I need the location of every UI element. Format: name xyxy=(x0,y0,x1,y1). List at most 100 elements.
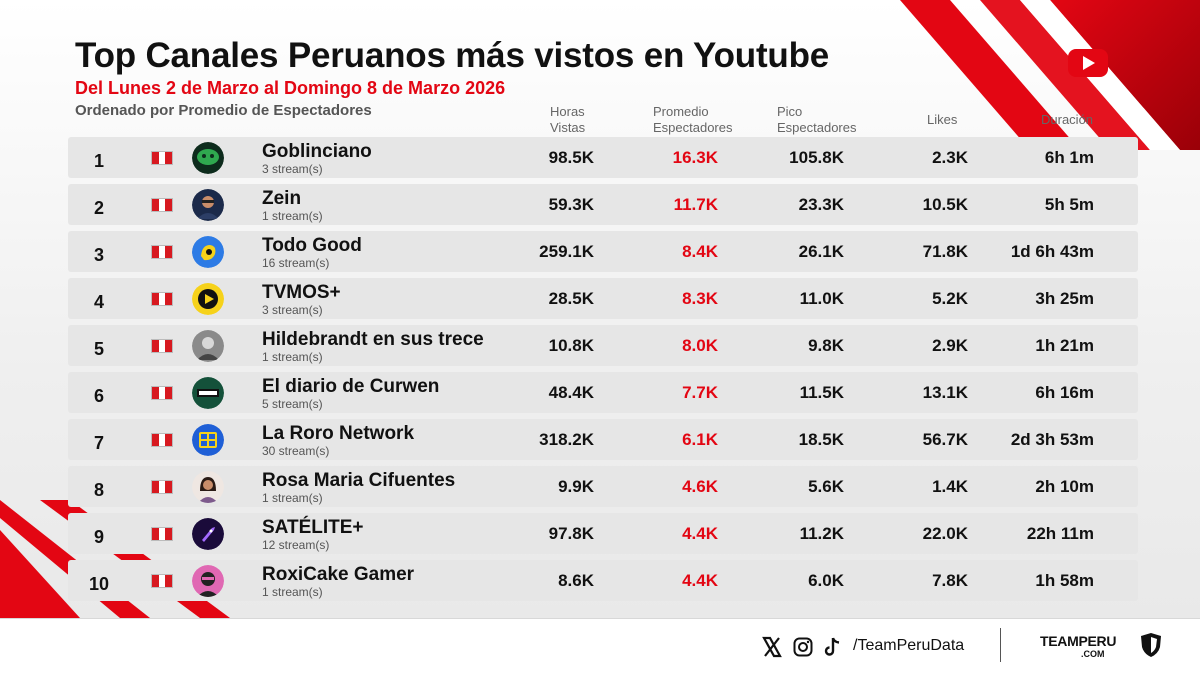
x-icon[interactable] xyxy=(762,636,782,658)
duracion-value: 2d 3h 53m xyxy=(1010,429,1094,449)
pico-value: 6.0K xyxy=(808,570,844,590)
stream-count: 1 stream(s) xyxy=(262,585,323,599)
duracion-value: 22h 11m xyxy=(1026,523,1094,543)
channel-name: Todo Good xyxy=(262,235,362,256)
youtube-icon xyxy=(1068,49,1108,77)
duracion-value: 3h 25m xyxy=(1035,288,1094,308)
table-row: 6 El diario de Curwen 5 stream(s) 48.4K 7.7K… xyxy=(68,372,1138,413)
stream-count: 1 stream(s) xyxy=(262,350,323,364)
pico-value: 5.6K xyxy=(808,476,844,496)
duracion-value: 2h 10m xyxy=(1035,476,1094,496)
channel-name: Hildebrandt en sus trece xyxy=(262,329,484,350)
promedio-value: 8.4K xyxy=(682,241,718,261)
sort-note: Ordenado por Promedio de Espectadores xyxy=(75,102,372,119)
rank-number: 6 xyxy=(93,386,104,406)
promedio-value: 4.4K xyxy=(682,523,718,543)
curwen-logo-avatar xyxy=(192,377,224,409)
pico-value: 9.8K xyxy=(808,335,844,355)
table-row: 7 La Roro Network 30 stream(s) 318.2K 6.1K 18… xyxy=(68,419,1138,460)
promedio-value: 8.0K xyxy=(682,335,718,355)
pico-value: 18.5K xyxy=(798,429,844,449)
gamer-avatar xyxy=(192,565,224,597)
pico-value: 105.8K xyxy=(789,147,844,167)
promedio-value: 7.7K xyxy=(682,382,718,402)
stream-count: 1 stream(s) xyxy=(262,209,323,223)
roro-logo-avatar xyxy=(192,424,224,456)
table-row: 1 Goblinciano 3 stream(s) 98.5K 16.3K 105.8K 2… xyxy=(68,137,1138,178)
promedio-value: 16.3K xyxy=(672,147,718,167)
table-row: 5 Hildebrandt en sus trece 1 stream(s) 10.8… xyxy=(68,325,1138,366)
channel-name: Goblinciano xyxy=(262,141,372,162)
peru-flag-icon xyxy=(151,433,173,447)
table-row: 8 Rosa Maria Cifuentes 1 stream(s) 9.9K 4.6K… xyxy=(68,466,1138,507)
channel-name: RoxiCake Gamer xyxy=(262,564,415,585)
duracion-value: 5h 5m xyxy=(1044,194,1094,214)
peru-flag-icon xyxy=(151,480,173,494)
likes-value: 2.9K xyxy=(932,335,968,355)
column-header-promedio: Promedio Espectadores xyxy=(653,104,733,135)
horas-vistas-value: 259.1K xyxy=(539,241,594,261)
pico-value: 11.5K xyxy=(799,382,844,402)
table-row: 2 Zein 1 stream(s) 59.3K 11.7K 23.3K 10.5K 5h 5… xyxy=(68,184,1138,225)
rank-number: 4 xyxy=(93,292,104,312)
hand-logo-avatar xyxy=(192,236,224,268)
column-header-duracion: Duración xyxy=(1041,112,1094,127)
rank-number: 10 xyxy=(88,574,110,594)
likes-value: 56.7K xyxy=(922,429,968,449)
rank-number: 7 xyxy=(93,433,104,453)
stream-count: 5 stream(s) xyxy=(262,397,323,411)
table-row: 4 TVMOS+ 3 stream(s) 28.5K 8.3K 11.0K 5.2K 3h 2… xyxy=(68,278,1138,319)
duracion-value: 6h 16m xyxy=(1035,382,1094,402)
horas-vistas-value: 48.4K xyxy=(548,382,594,402)
promedio-value: 11.7K xyxy=(673,194,718,214)
channel-name: Zein xyxy=(262,188,302,209)
rank-number: 5 xyxy=(93,339,104,359)
column-header-horas: Horas Vistas xyxy=(550,104,586,135)
stream-count: 1 stream(s) xyxy=(262,491,323,505)
ranking-table: 1 Goblinciano 3 stream(s) 98.5K 16.3K 105.8K 2… xyxy=(68,137,1138,607)
rank-number: 8 xyxy=(93,480,104,500)
goblin-avatar xyxy=(192,142,224,174)
duracion-value: 6h 1m xyxy=(1044,147,1094,167)
table-row: 3 Todo Good 16 stream(s) 259.1K 8.4K 26.1K 71.… xyxy=(68,231,1138,272)
shield-icon xyxy=(1141,633,1161,657)
likes-value: 22.0K xyxy=(922,523,968,543)
channel-name: La Roro Network xyxy=(262,423,415,444)
peru-flag-icon xyxy=(151,198,173,212)
peru-flag-icon xyxy=(151,245,173,259)
page-title: Top Canales Peruanos más vistos en Youtu… xyxy=(75,36,830,75)
pico-value: 26.1K xyxy=(798,241,844,261)
channel-name: SATÉLITE+ xyxy=(262,517,364,538)
footer-divider xyxy=(1000,628,1001,662)
duracion-value: 1d 6h 43m xyxy=(1010,241,1094,261)
peru-flag-icon xyxy=(151,151,173,165)
peru-flag-icon xyxy=(151,339,173,353)
likes-value: 10.5K xyxy=(922,194,968,214)
channel-name: TVMOS+ xyxy=(262,282,341,303)
rocket-logo-avatar xyxy=(192,518,224,550)
horas-vistas-value: 318.2K xyxy=(539,429,594,449)
likes-value: 71.8K xyxy=(922,241,968,261)
duracion-value: 1h 58m xyxy=(1035,570,1094,590)
person-avatar xyxy=(192,189,224,221)
stream-count: 16 stream(s) xyxy=(262,256,330,270)
stream-count: 3 stream(s) xyxy=(262,303,323,317)
horas-vistas-value: 98.5K xyxy=(548,147,594,167)
peru-flag-icon xyxy=(151,292,173,306)
tiktok-icon[interactable] xyxy=(823,636,843,658)
table-row: 9 SATÉLITE+ 12 stream(s) 97.8K 4.4K 11.2K 22.0… xyxy=(68,513,1138,554)
channel-name: Rosa Maria Cifuentes xyxy=(262,470,456,491)
column-header-likes: Likes xyxy=(927,112,958,127)
bw-person-avatar xyxy=(192,330,224,362)
rank-number: 3 xyxy=(93,245,104,265)
peru-flag-icon xyxy=(151,574,173,588)
column-header-pico: Pico Espectadores xyxy=(777,104,857,135)
social-handle[interactable]: /TeamPeruData xyxy=(853,637,965,654)
channel-name: El diario de Curwen xyxy=(262,376,440,397)
instagram-icon[interactable] xyxy=(793,636,813,658)
promedio-value: 8.3K xyxy=(682,288,718,308)
likes-value: 1.4K xyxy=(932,476,968,496)
pico-value: 11.0K xyxy=(799,288,844,308)
likes-value: 13.1K xyxy=(922,382,968,402)
play-logo-avatar xyxy=(192,283,224,315)
